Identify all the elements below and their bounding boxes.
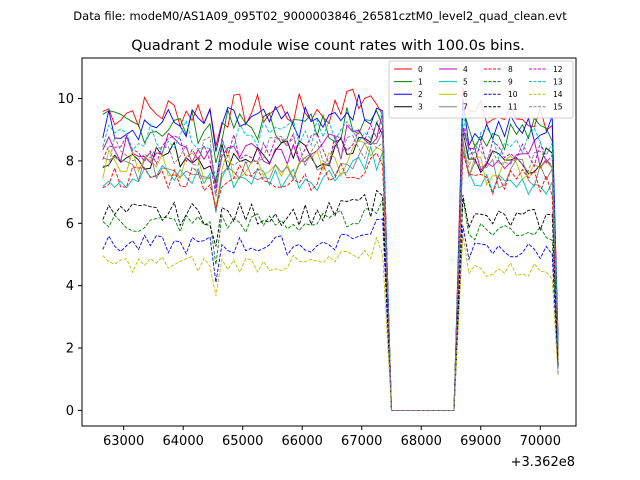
plot-area <box>81 57 577 427</box>
x-tick-label: 64000 <box>163 434 204 449</box>
legend-label-11: 11 <box>508 103 518 112</box>
legend-label-2: 2 <box>418 90 423 99</box>
legend-label-0: 0 <box>418 65 423 74</box>
series-line-0 <box>102 87 559 411</box>
series-line-9 <box>102 198 559 411</box>
x-tick-label: 69000 <box>460 434 501 449</box>
y-tick-label: 0 <box>66 404 74 419</box>
series-line-2 <box>102 94 559 411</box>
series-line-14 <box>102 234 559 411</box>
x-tick-label: 63000 <box>103 434 144 449</box>
legend-label-15: 15 <box>553 103 563 112</box>
legend-label-4: 4 <box>463 65 468 74</box>
legend-label-10: 10 <box>508 90 518 99</box>
y-axis: 0 2 4 6 8 10 <box>57 92 82 419</box>
legend-label-6: 6 <box>463 90 468 99</box>
series-line-5 <box>102 146 559 411</box>
legend-box <box>388 60 574 119</box>
y-tick-label: 8 <box>66 154 74 169</box>
series-line-11 <box>102 189 559 411</box>
x-tick-label: 67000 <box>341 434 382 449</box>
chart-suptitle: Data file: modeM0/AS1A09_095T02_90000038… <box>73 9 567 23</box>
y-tick-label: 10 <box>57 92 74 107</box>
series-line-1 <box>102 107 559 411</box>
x-tick-label: 68000 <box>401 434 442 449</box>
legend-label-13: 13 <box>553 77 563 86</box>
y-tick-label: 2 <box>66 342 74 357</box>
legend-label-8: 8 <box>508 65 513 74</box>
x-offset-label: +3.362e8 <box>511 455 575 470</box>
series-line-13 <box>102 110 559 411</box>
y-tick-label: 4 <box>66 279 74 294</box>
legend-label-14: 14 <box>553 90 563 99</box>
series-line-6 <box>102 139 559 411</box>
series-line-7 <box>102 131 559 411</box>
y-tick-label: 6 <box>66 217 74 232</box>
legend-label-7: 7 <box>463 103 468 112</box>
chart-title: Quadrant 2 module wise count rates with … <box>131 38 525 54</box>
x-tick-label: 66000 <box>282 434 323 449</box>
legend-label-5: 5 <box>463 77 468 86</box>
legend-label-1: 1 <box>418 77 423 86</box>
series-line-15 <box>102 129 559 411</box>
x-tick-label: 65000 <box>222 434 263 449</box>
legend-label-3: 3 <box>418 103 423 112</box>
series-line-10 <box>102 218 559 411</box>
x-axis: 63000 64000 65000 66000 67000 68000 69000 70000 <box>103 426 561 449</box>
series-layer <box>102 87 559 411</box>
legend-label-12: 12 <box>553 65 563 74</box>
legend-label-9: 9 <box>508 77 513 86</box>
x-tick-label: 70000 <box>520 434 561 449</box>
series-line-8 <box>102 152 559 411</box>
series-line-12 <box>102 123 559 411</box>
